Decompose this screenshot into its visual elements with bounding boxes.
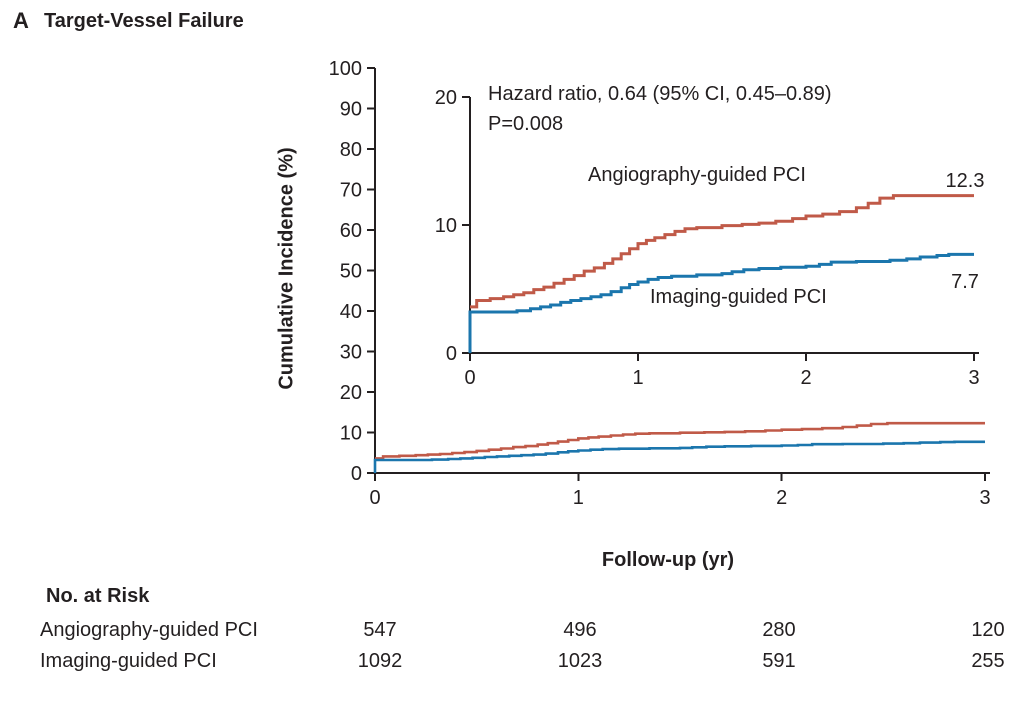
p-value-annotation: P=0.008	[488, 113, 564, 135]
panel-label: A	[13, 8, 29, 33]
end-value-angiography: 12.3	[945, 170, 985, 192]
risk-count: 591	[762, 650, 796, 672]
svg-text:20: 20	[340, 382, 362, 404]
risk-count: 1092	[357, 650, 403, 672]
risk-count: 120	[971, 619, 1005, 641]
svg-text:0: 0	[369, 487, 380, 509]
risk-count: 1023	[557, 650, 603, 672]
svg-text:50: 50	[340, 261, 362, 283]
svg-text:40: 40	[340, 301, 362, 323]
risk-row-label-imaging: Imaging-guided PCI	[40, 650, 217, 672]
svg-text:0: 0	[351, 463, 362, 485]
svg-text:70: 70	[340, 180, 362, 202]
svg-text:0: 0	[464, 367, 475, 389]
svg-text:3: 3	[968, 367, 979, 389]
svg-text:90: 90	[340, 99, 362, 121]
series-label-angiography: Angiography-guided PCI	[588, 164, 806, 186]
x-axis-title: Follow-up (yr)	[601, 549, 735, 571]
svg-text:60: 60	[340, 220, 362, 242]
svg-text:100: 100	[329, 58, 362, 80]
risk-count: 280	[762, 619, 796, 641]
hazard-ratio-annotation: Hazard ratio, 0.64 (95% CI, 0.45–0.89)	[488, 83, 832, 105]
end-value-imaging: 7.7	[951, 271, 979, 293]
figure-title: Target-Vessel Failure	[44, 10, 244, 32]
risk-count: 547	[363, 619, 397, 641]
risk-row-label-angiography: Angiography-guided PCI	[40, 619, 258, 641]
svg-text:80: 80	[340, 139, 362, 161]
risk-count: 255	[971, 650, 1005, 672]
y-axis-title: Cumulative Incidence (%)	[275, 147, 298, 390]
svg-text:0: 0	[446, 343, 457, 365]
svg-text:1: 1	[573, 487, 584, 509]
risk-table-header: No. at Risk	[46, 585, 150, 607]
svg-text:10: 10	[340, 423, 362, 445]
svg-text:30: 30	[340, 342, 362, 364]
svg-text:2: 2	[800, 367, 811, 389]
svg-text:20: 20	[435, 87, 457, 109]
series-label-imaging: Imaging-guided PCI	[650, 286, 827, 308]
svg-text:2: 2	[776, 487, 787, 509]
svg-text:1: 1	[632, 367, 643, 389]
svg-text:10: 10	[435, 215, 457, 237]
risk-count: 496	[563, 619, 597, 641]
svg-text:3: 3	[979, 487, 990, 509]
